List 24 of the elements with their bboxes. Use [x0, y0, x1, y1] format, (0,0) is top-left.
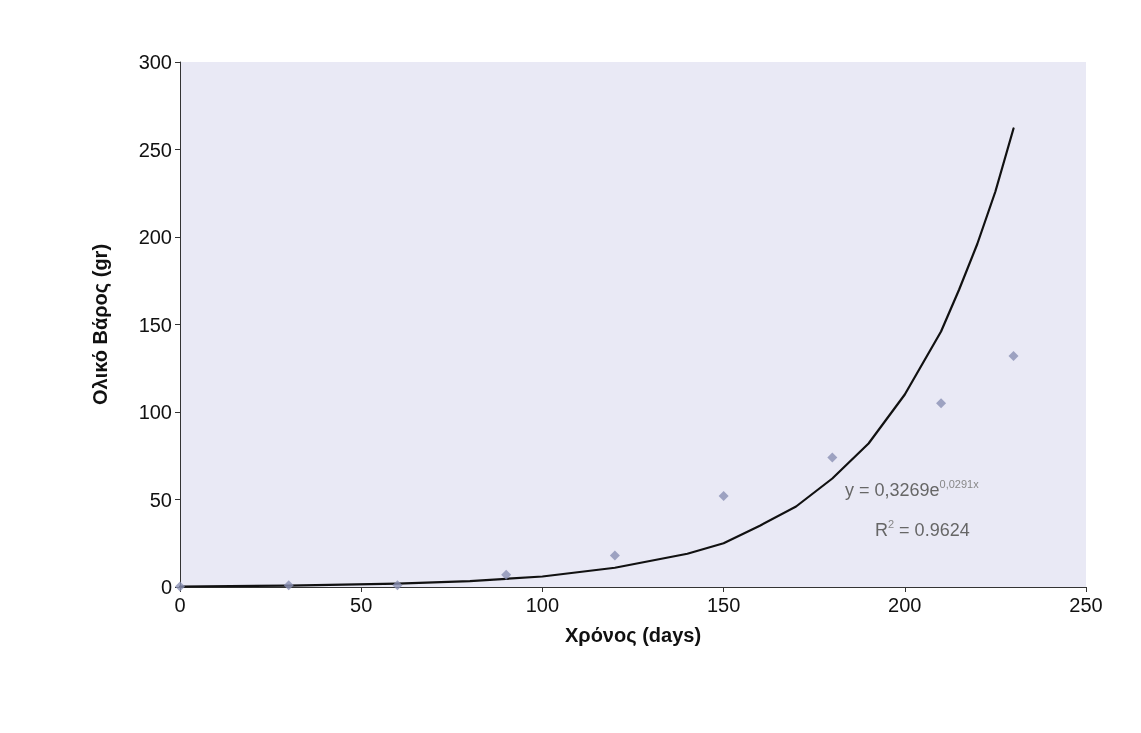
point [827, 452, 838, 463]
x-tick-label: 250 [1069, 594, 1103, 616]
y-tick-label: 150 [138, 313, 172, 336]
y-tick-label: 50 [149, 488, 172, 511]
point [175, 581, 185, 592]
y-tick-label: 300 [138, 51, 172, 73]
x-tick-label: 100 [525, 594, 560, 616]
x-tick-label: 150 [706, 594, 741, 616]
x-tick-label: 200 [888, 594, 922, 616]
y-tick-label: 0 [160, 576, 172, 598]
x-axis-title: Χρόνος (days) [564, 624, 702, 646]
point [718, 491, 729, 501]
point [609, 550, 620, 561]
y-axis-title: Ολικό Βάρος (gr) [89, 243, 111, 406]
point [1008, 351, 1019, 361]
point [392, 580, 403, 591]
x-tick-label: 0 [174, 594, 186, 616]
y-tick-label: 250 [138, 138, 172, 161]
x-tick-label: 50 [350, 594, 373, 616]
y-tick-label: 200 [138, 226, 172, 248]
point [501, 569, 512, 580]
point [283, 580, 294, 591]
y-tick-label: 100 [138, 401, 172, 423]
point [936, 398, 947, 409]
